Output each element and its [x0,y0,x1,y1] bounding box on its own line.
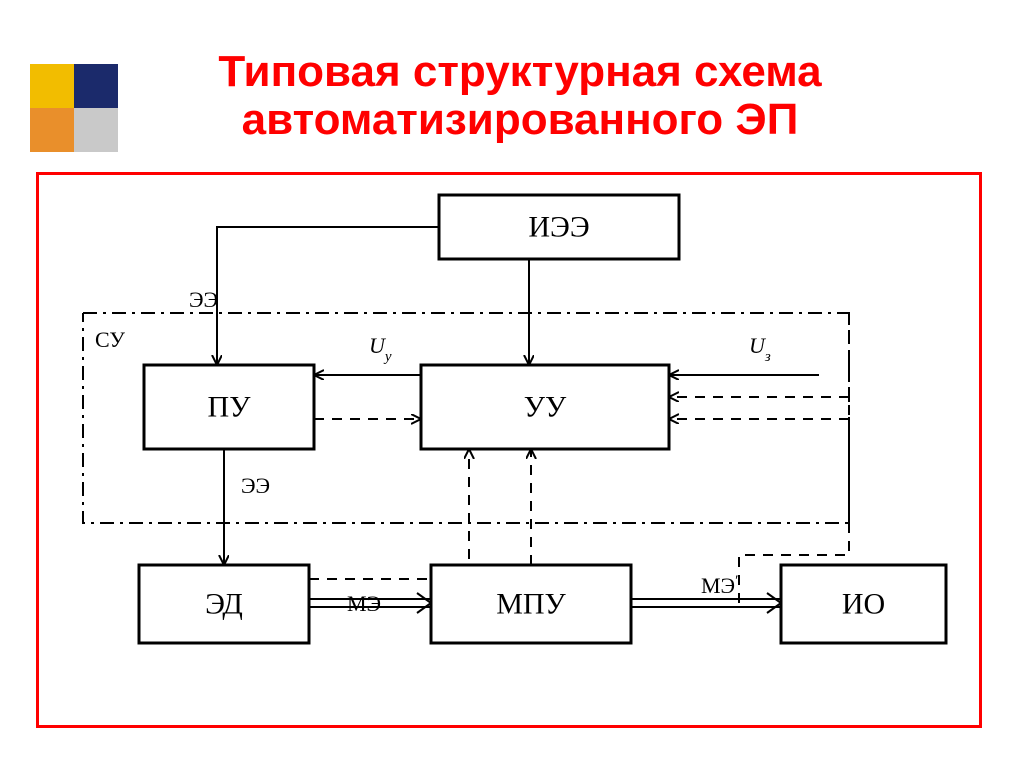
title-line-1: Типовая структурная схема [120,48,920,96]
svg-text:СУ: СУ [95,327,125,352]
svg-text:МЭ: МЭ [347,591,381,616]
slide: Типовая структурная схема автоматизирова… [0,0,1024,767]
deco-square-orange [30,108,74,152]
slide-title: Типовая структурная схема автоматизирова… [120,48,920,145]
deco-square-yellow [30,64,74,108]
title-line-2: автоматизированного ЭП [120,96,920,144]
svg-text:ИЭЭ: ИЭЭ [528,211,589,244]
svg-text:ЭД: ЭД [205,588,243,621]
svg-text:ЭЭ: ЭЭ [189,287,218,312]
block-diagram: ИЭЭ ПУ УУ ЭД МПУ ИО СУ ЭЭ ЭЭ Uу Uз МЭ МЭ′ [39,175,979,725]
deco-square-gray [74,108,118,152]
diagram-frame: ИЭЭ ПУ УУ ЭД МПУ ИО СУ ЭЭ ЭЭ Uу Uз МЭ МЭ′ [36,172,982,728]
svg-text:Uз: Uз [749,333,771,365]
deco-square-navy [74,64,118,108]
svg-text:Uу: Uу [369,333,392,365]
corner-decoration [30,64,130,164]
svg-text:МПУ: МПУ [496,588,566,621]
svg-text:МЭ′: МЭ′ [701,573,738,598]
svg-text:УУ: УУ [524,391,567,424]
svg-text:ИО: ИО [842,588,885,621]
svg-text:ПУ: ПУ [208,391,252,424]
svg-text:ЭЭ: ЭЭ [241,473,270,498]
